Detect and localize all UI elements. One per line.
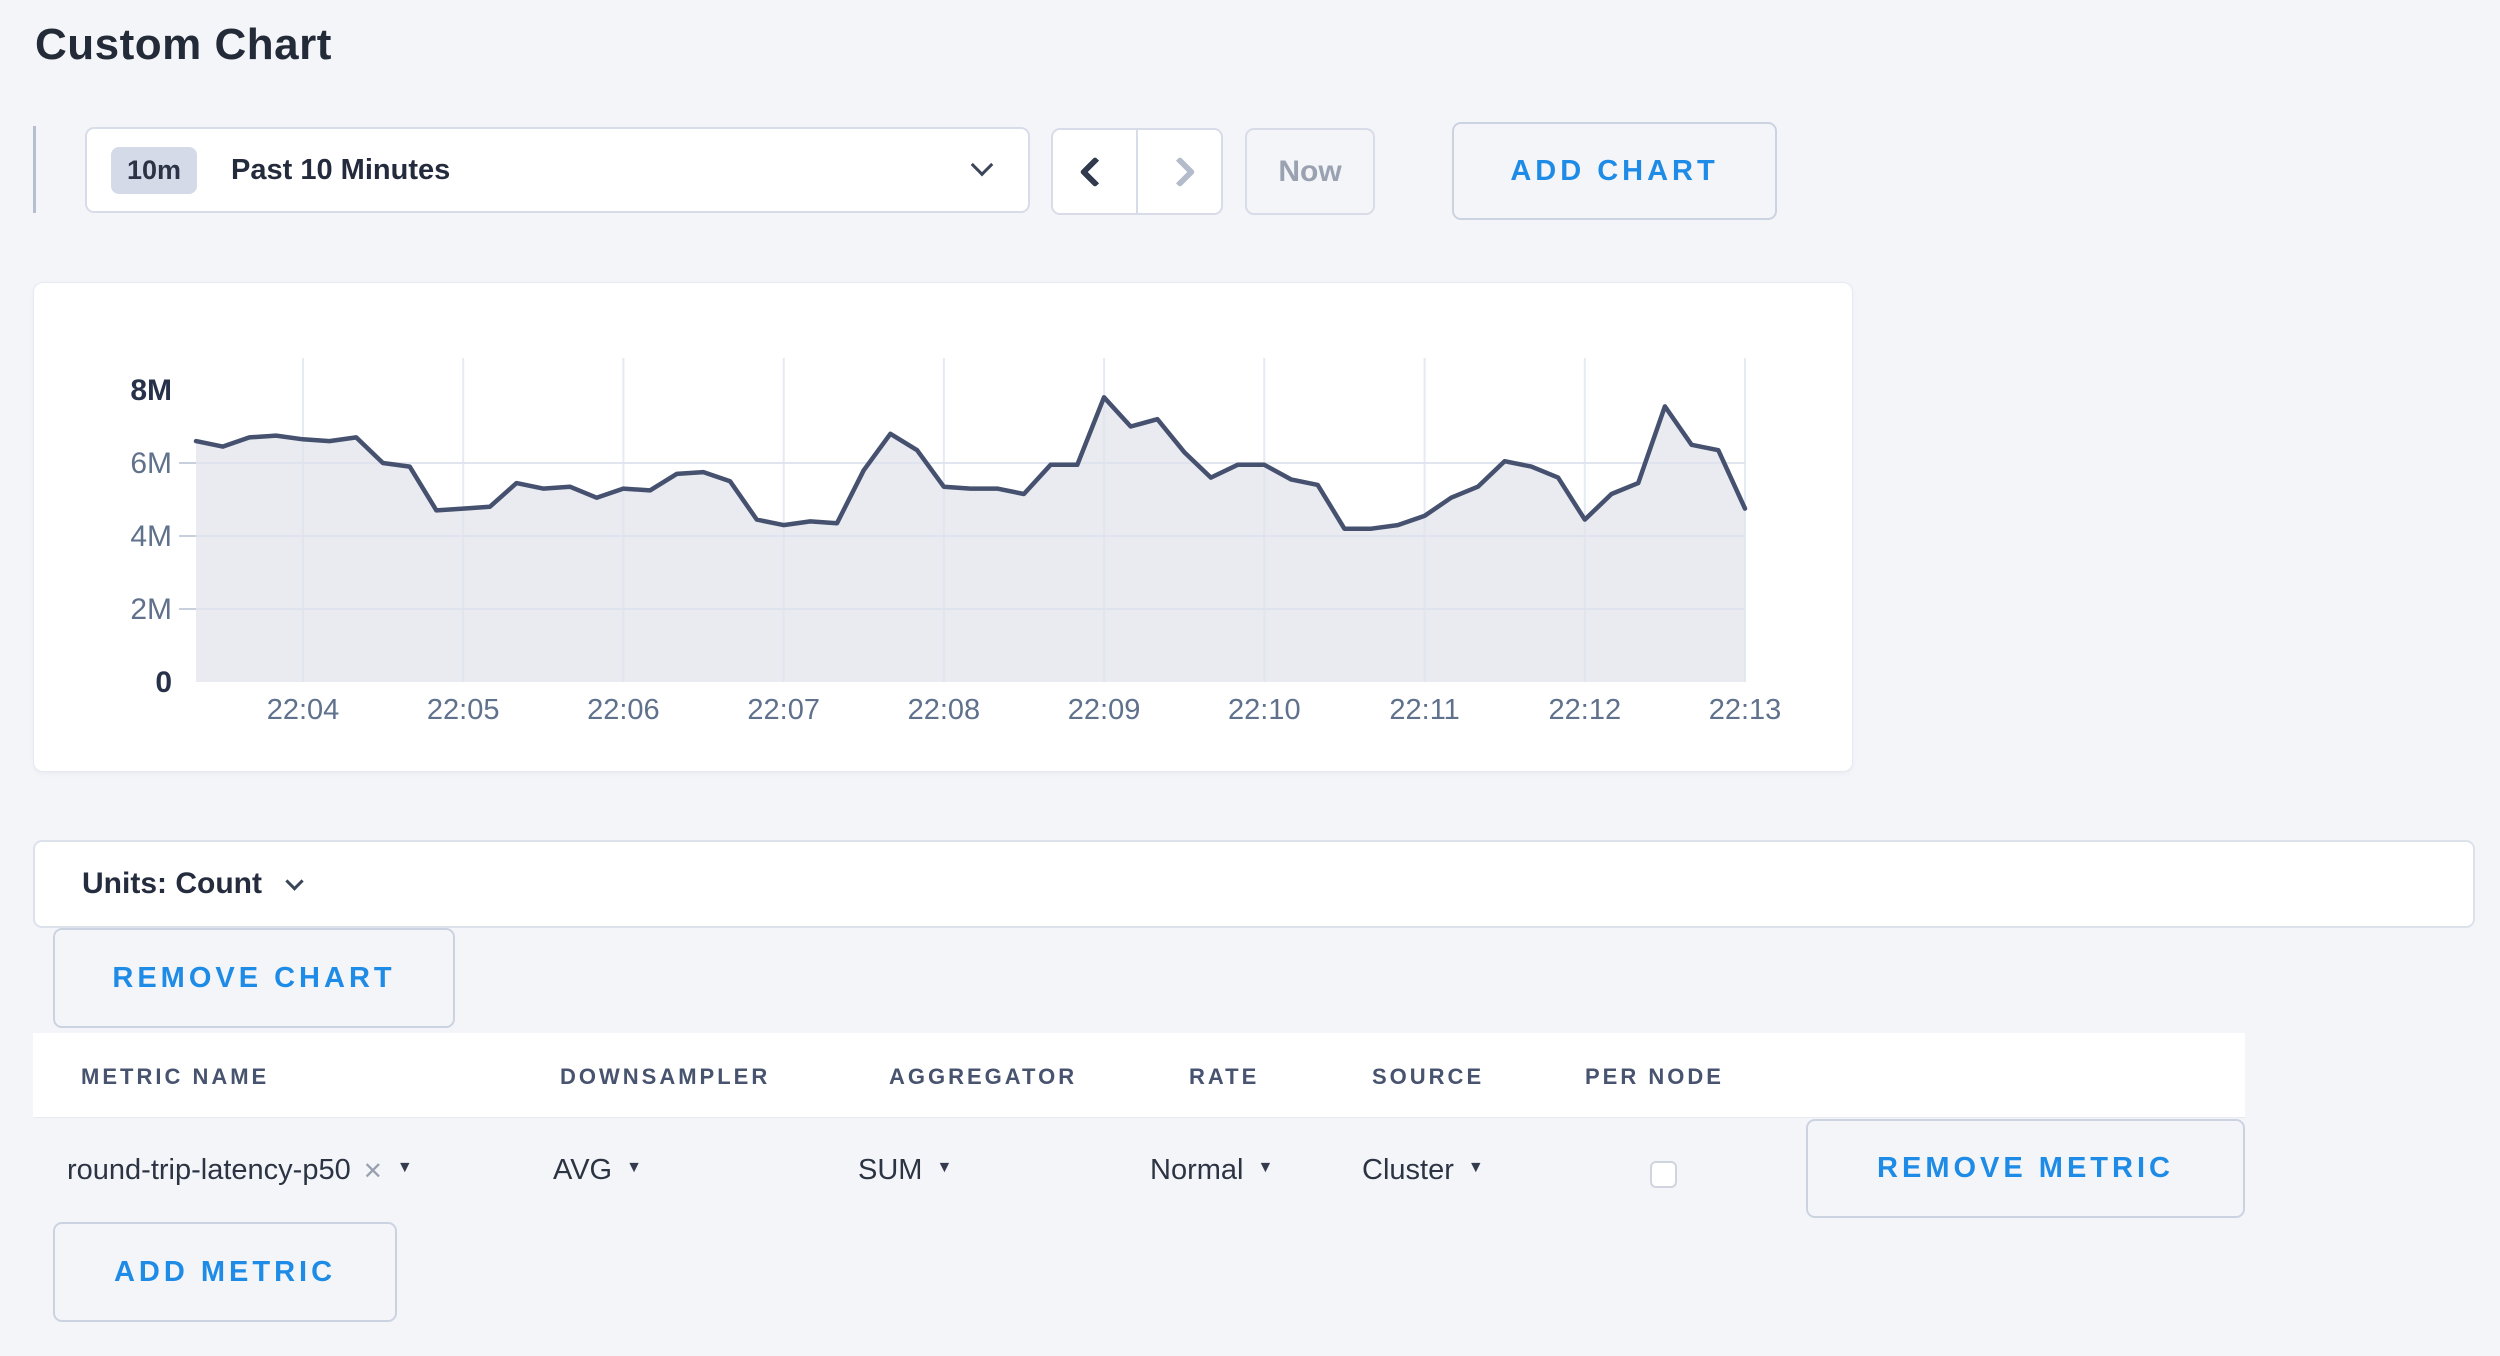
chevron-right-icon <box>1163 155 1196 188</box>
downsampler-dropdown[interactable]: AVG ▼ <box>553 1154 642 1187</box>
next-time-button[interactable] <box>1136 130 1221 213</box>
svg-text:2M: 2M <box>130 593 172 626</box>
svg-text:22:04: 22:04 <box>267 694 340 726</box>
caret-down-icon: ▼ <box>936 1159 953 1177</box>
svg-text:22:06: 22:06 <box>587 694 660 726</box>
header-downsampler: DOWNSAMPLER <box>560 1064 771 1089</box>
aggregator-dropdown[interactable]: SUM ▼ <box>858 1154 952 1187</box>
svg-text:8M: 8M <box>130 374 172 407</box>
svg-text:6M: 6M <box>130 447 172 480</box>
per-node-checkbox[interactable] <box>1650 1161 1677 1188</box>
metric-area-chart: 0 2M 4M 6M 8M 22:04 22:05 22:06 22:07 22:08 22:09 2… <box>130 358 1782 726</box>
now-button[interactable]: Now <box>1245 128 1375 215</box>
add-metric-button[interactable]: ADD METRIC <box>53 1222 397 1322</box>
prev-time-button[interactable] <box>1053 130 1136 213</box>
svg-text:22:07: 22:07 <box>747 694 820 726</box>
svg-text:22:05: 22:05 <box>427 694 500 726</box>
caret-down-icon: ▼ <box>396 1159 413 1177</box>
add-chart-button[interactable]: ADD CHART <box>1452 122 1777 220</box>
time-window-dropdown[interactable]: 10m Past 10 Minutes <box>85 127 1030 213</box>
metric-table-row: round-trip-latency-p50 ✕ ▼ AVG ▼ SUM ▼ Norma… <box>33 1118 2245 1230</box>
page-title: Custom Chart <box>35 20 332 69</box>
header-source: SOURCE <box>1372 1064 1485 1089</box>
svg-text:22:13: 22:13 <box>1709 694 1782 726</box>
chevron-down-icon <box>285 871 304 891</box>
header-rate: RATE <box>1189 1064 1260 1089</box>
time-scale-badge: 10m <box>111 146 198 194</box>
metrics-table-header: METRIC NAME DOWNSAMPLER AGGREGATOR RATE … <box>33 1033 2245 1118</box>
header-aggregator: AGGREGATOR <box>889 1064 1078 1089</box>
metric-name-value: round-trip-latency-p50 <box>67 1154 351 1186</box>
close-icon[interactable]: ✕ <box>362 1157 383 1185</box>
source-dropdown[interactable]: Cluster ▼ <box>1362 1154 1484 1187</box>
caret-down-icon: ▼ <box>626 1159 642 1177</box>
time-pager <box>1051 128 1223 215</box>
header-metric-name: METRIC NAME <box>81 1064 270 1089</box>
rate-dropdown[interactable]: Normal ▼ <box>1150 1154 1273 1187</box>
downsampler-value: AVG <box>553 1154 613 1186</box>
time-selector-accent-bar <box>33 126 36 213</box>
metric-name-dropdown[interactable]: round-trip-latency-p50 ✕ ▼ <box>67 1154 413 1187</box>
source-value: Cluster <box>1362 1154 1454 1186</box>
svg-text:22:12: 22:12 <box>1549 694 1622 726</box>
rate-value: Normal <box>1150 1154 1244 1186</box>
svg-text:22:11: 22:11 <box>1389 694 1459 726</box>
header-per-node: PER NODE <box>1585 1064 1724 1089</box>
aggregator-value: SUM <box>858 1154 923 1186</box>
svg-text:0: 0 <box>155 666 172 699</box>
units-label: Units: Count <box>82 867 262 900</box>
chevron-left-icon <box>1078 155 1111 188</box>
caret-down-icon: ▼ <box>1467 1159 1484 1177</box>
chart-card: 0 2M 4M 6M 8M 22:04 22:05 22:06 22:07 22:08 22:09 2… <box>33 282 1853 772</box>
svg-text:22:10: 22:10 <box>1228 694 1301 726</box>
remove-chart-button[interactable]: REMOVE CHART <box>53 928 455 1028</box>
units-dropdown[interactable]: Units: Count <box>33 840 2475 928</box>
svg-text:22:09: 22:09 <box>1068 694 1141 726</box>
remove-metric-button[interactable]: REMOVE METRIC <box>1806 1119 2245 1218</box>
caret-down-icon: ▼ <box>1257 1159 1274 1177</box>
svg-text:4M: 4M <box>130 520 172 553</box>
chevron-down-icon <box>970 153 994 177</box>
time-window-label: Past 10 Minutes <box>231 153 451 186</box>
svg-text:22:08: 22:08 <box>908 694 981 726</box>
